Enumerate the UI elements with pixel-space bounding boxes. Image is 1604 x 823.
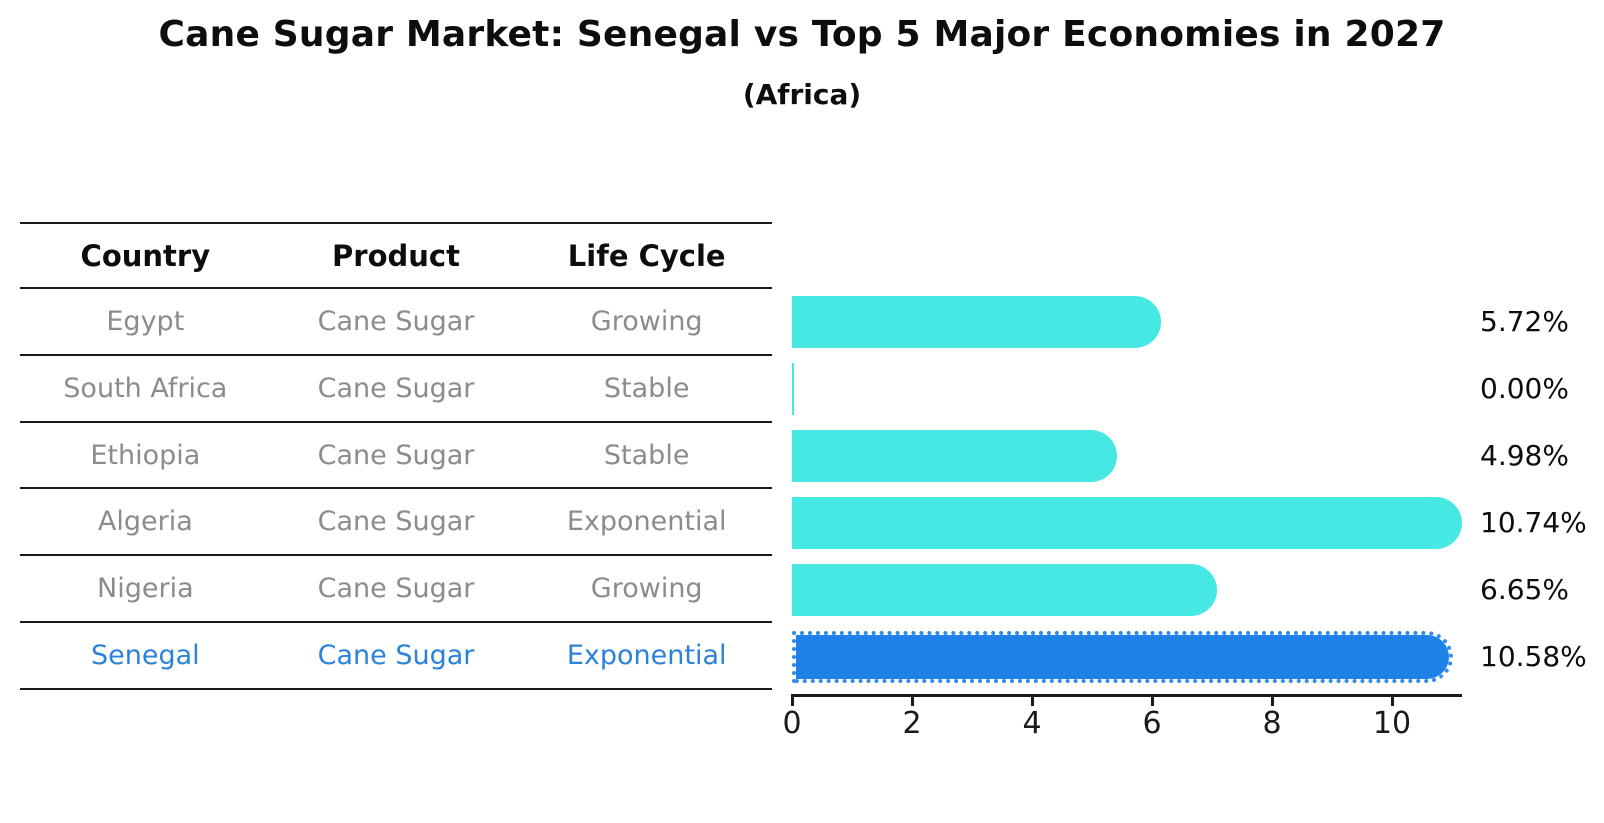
table-row: Egypt Cane Sugar Growing xyxy=(20,289,772,356)
bar-south-africa xyxy=(792,363,794,416)
bar-value-label: 4.98% xyxy=(1480,439,1569,473)
life-cycle-cell: Growing xyxy=(590,573,703,605)
x-tick-label: 8 xyxy=(1262,706,1282,741)
country-cell: South Africa xyxy=(63,372,228,404)
x-tick-label: 0 xyxy=(782,706,802,741)
bar-value-label: 0.00% xyxy=(1480,372,1569,406)
chart-subtitle: (Africa) xyxy=(742,78,862,111)
bar-egypt xyxy=(792,296,1162,349)
x-tick-mark xyxy=(910,696,914,706)
life-cycle-cell: Stable xyxy=(603,439,690,471)
x-tick-mark xyxy=(1150,696,1154,706)
country-table: Country Product Life Cycle Egypt Cane Sug… xyxy=(20,222,772,690)
bar-value-label: 10.58% xyxy=(1480,639,1587,673)
x-tick-mark xyxy=(1030,696,1034,706)
country-cell: Ethiopia xyxy=(90,439,201,471)
chart-title: Cane Sugar Market: Senegal vs Top 5 Majo… xyxy=(158,14,1446,55)
x-tick-label: 2 xyxy=(902,706,922,741)
product-cell: Cane Sugar xyxy=(317,506,475,538)
product-cell: Cane Sugar xyxy=(317,573,475,605)
life-cycle-cell: Exponential xyxy=(566,640,727,672)
life-cycle-cell: Exponential xyxy=(566,506,727,538)
table-row: Nigeria Cane Sugar Growing xyxy=(20,556,772,624)
country-cell: Senegal xyxy=(91,640,200,672)
product-cell: Cane Sugar xyxy=(317,439,475,471)
x-tick-label: 10 xyxy=(1372,706,1412,741)
country-cell: Egypt xyxy=(106,305,185,337)
x-tick-label: 4 xyxy=(1022,706,1042,741)
table-row: South Africa Cane Sugar Stable xyxy=(20,356,772,423)
table-row: Senegal Cane Sugar Exponential xyxy=(20,623,772,690)
table-row: Ethiopia Cane Sugar Stable xyxy=(20,423,772,490)
column-header-country: Country xyxy=(80,238,211,273)
bar-value-label: 6.65% xyxy=(1480,572,1569,606)
x-axis-line xyxy=(791,694,1462,697)
bar-nigeria xyxy=(792,563,1217,616)
x-tick-mark xyxy=(790,696,794,706)
column-header-life-cycle: Life Cycle xyxy=(567,238,726,273)
country-cell: Nigeria xyxy=(97,573,194,605)
bar-value-label: 10.74% xyxy=(1480,505,1587,539)
x-tick-label: 6 xyxy=(1142,706,1162,741)
country-cell: Algeria xyxy=(97,506,193,538)
product-cell: Cane Sugar xyxy=(317,640,475,672)
table-header-row: Country Product Life Cycle xyxy=(20,222,772,289)
table-body: Egypt Cane Sugar Growing South Africa Cane S… xyxy=(20,289,772,690)
life-cycle-cell: Growing xyxy=(590,305,703,337)
product-cell: Cane Sugar xyxy=(317,372,475,404)
product-cell: Cane Sugar xyxy=(317,305,475,337)
x-tick-mark xyxy=(1390,696,1394,706)
life-cycle-cell: Stable xyxy=(603,372,690,404)
column-header-product: Product xyxy=(332,238,460,273)
table-row: Algeria Cane Sugar Exponential xyxy=(20,489,772,557)
bar-value-label: 5.72% xyxy=(1480,305,1569,339)
bar-senegal xyxy=(792,630,1453,683)
bar-algeria xyxy=(792,496,1463,549)
bar-ethiopia xyxy=(792,430,1117,483)
x-tick-mark xyxy=(1270,696,1274,706)
